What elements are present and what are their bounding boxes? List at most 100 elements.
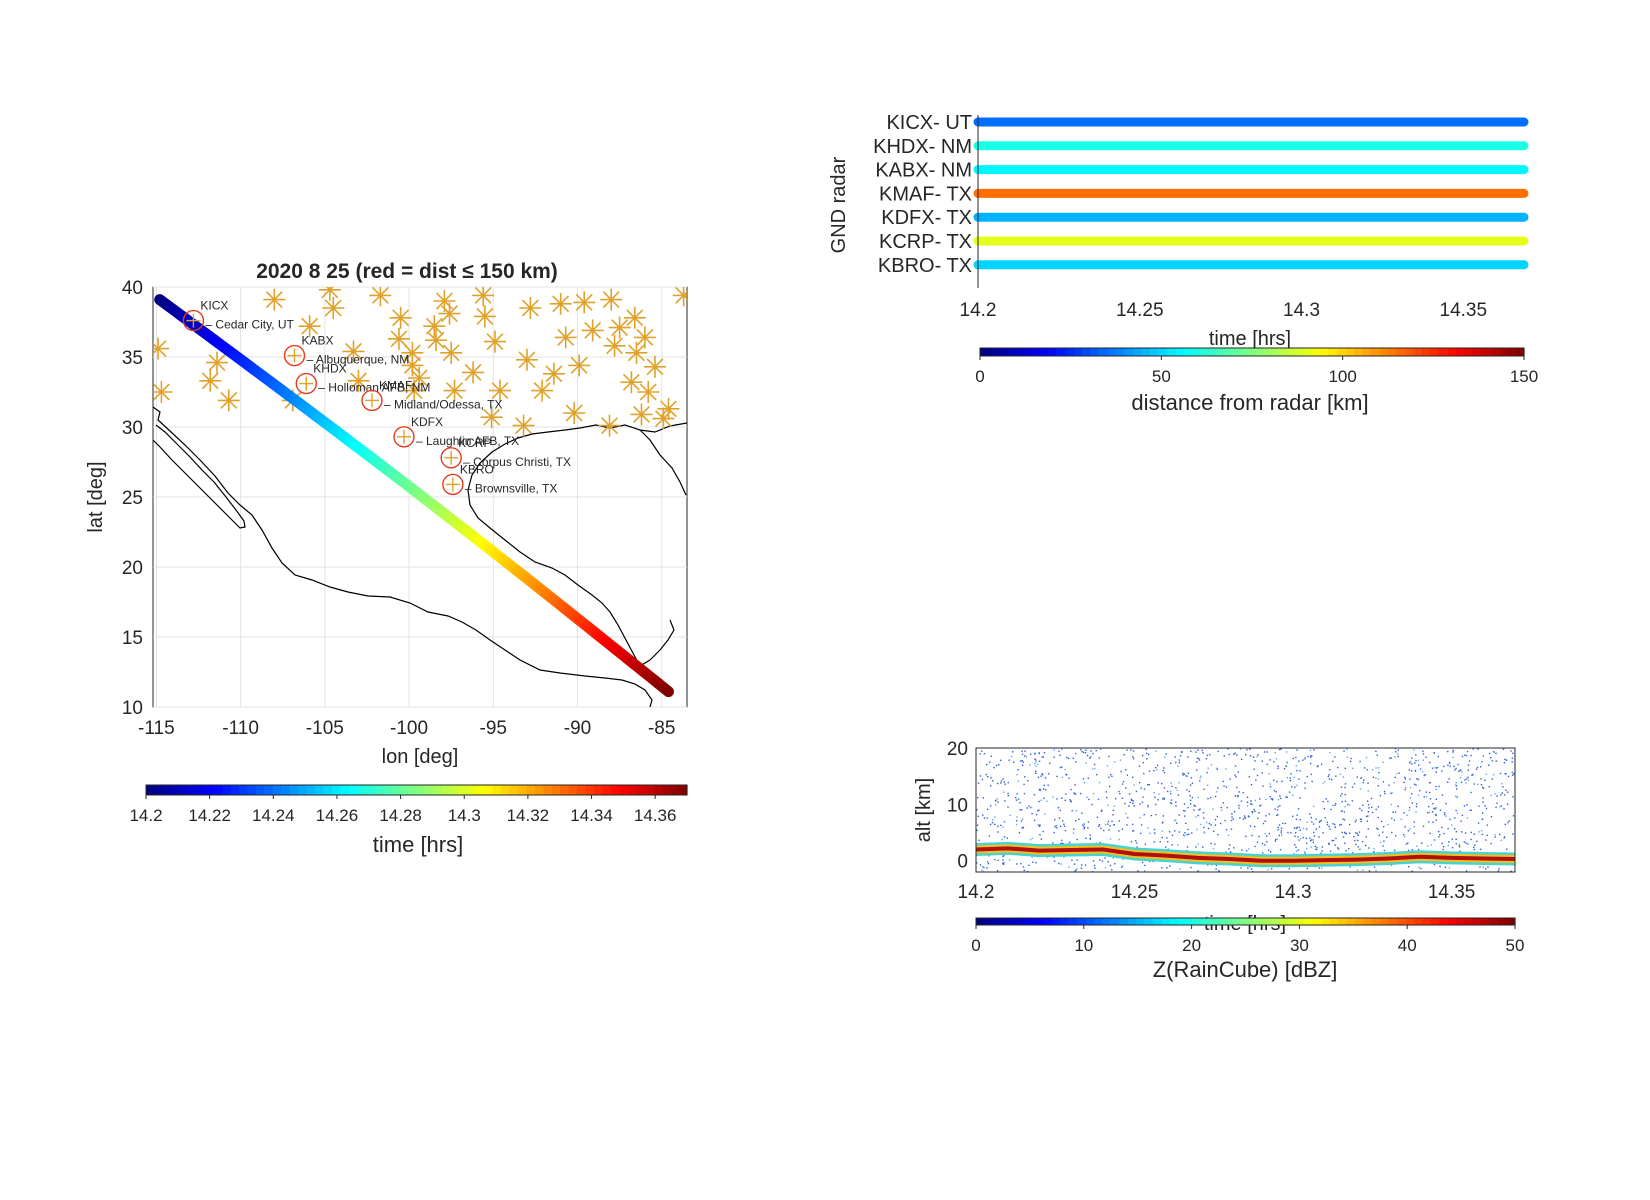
noise-dot bbox=[1264, 832, 1266, 835]
noise-dot bbox=[1249, 825, 1252, 827]
noise-dot bbox=[1447, 764, 1449, 766]
noise-dot bbox=[1503, 837, 1505, 839]
radar-range-ring bbox=[295, 372, 317, 395]
noise-dot bbox=[1400, 818, 1402, 820]
noise-dot bbox=[1382, 761, 1384, 764]
noise-dot bbox=[1177, 844, 1179, 846]
noise-dot bbox=[1407, 830, 1410, 832]
noise-dot bbox=[1432, 802, 1434, 805]
noise-dot bbox=[1030, 806, 1033, 809]
noise-dot bbox=[1512, 815, 1515, 817]
noise-dot bbox=[1058, 862, 1060, 865]
noise-dot bbox=[988, 835, 991, 837]
raincube-colorbar-cell bbox=[1262, 918, 1272, 925]
noise-dot bbox=[1271, 798, 1274, 800]
gnd-radar-lines bbox=[973, 117, 1529, 270]
noise-dot bbox=[1481, 760, 1483, 763]
noise-dot bbox=[1499, 833, 1501, 836]
selected-radar-kmaf: KMAF– Midland/Odessa, TX bbox=[361, 378, 503, 411]
noise-dot bbox=[1257, 754, 1259, 756]
noise-dot bbox=[1334, 826, 1336, 828]
gulf-coast bbox=[467, 462, 641, 667]
noise-dot bbox=[1349, 866, 1351, 868]
gnd-colorbar-cell bbox=[1150, 348, 1160, 356]
noise-dot bbox=[1378, 834, 1380, 837]
noise-dot bbox=[1280, 748, 1282, 750]
noise-dot bbox=[1486, 834, 1489, 837]
noise-dot bbox=[1029, 806, 1032, 809]
noise-dot bbox=[1359, 788, 1362, 790]
selected-radar-kicx: KICX– Cedar City, UT bbox=[182, 299, 295, 332]
noise-dot bbox=[1334, 804, 1336, 807]
noise-dot bbox=[1325, 798, 1327, 800]
raincube-colorbar-cell bbox=[1161, 918, 1171, 925]
noise-dot bbox=[1143, 813, 1145, 816]
noise-dot bbox=[1506, 848, 1508, 850]
gnd-colorbar-cell bbox=[1498, 348, 1508, 356]
noise-dot bbox=[1510, 870, 1512, 872]
noise-dot bbox=[1313, 805, 1315, 808]
noise-dot bbox=[1212, 847, 1215, 850]
noise-dot bbox=[1320, 852, 1322, 855]
noise-dot bbox=[1007, 795, 1009, 797]
noise-dot bbox=[1430, 844, 1432, 846]
other-radar-marker bbox=[263, 288, 286, 311]
noise-dot bbox=[1455, 784, 1457, 786]
noise-dot bbox=[1064, 769, 1066, 771]
noise-dot bbox=[1159, 841, 1161, 843]
noise-dot bbox=[1240, 800, 1243, 802]
noise-dot bbox=[1026, 807, 1028, 809]
noise-dot bbox=[1373, 848, 1375, 850]
other-radar-marker bbox=[515, 348, 538, 371]
noise-dot bbox=[1229, 844, 1231, 846]
gnd-colorbar-cell bbox=[1337, 348, 1347, 356]
noise-dot bbox=[1372, 769, 1374, 771]
noise-dot bbox=[1443, 765, 1445, 768]
noise-dot bbox=[1392, 811, 1394, 814]
noise-dot bbox=[1059, 766, 1062, 769]
noise-dot bbox=[1146, 752, 1148, 755]
noise-dot bbox=[1345, 850, 1347, 852]
noise-dot bbox=[983, 817, 986, 819]
noise-dot bbox=[1413, 832, 1415, 835]
noise-dot bbox=[1153, 832, 1156, 834]
noise-dot bbox=[1098, 757, 1101, 759]
noise-dot bbox=[986, 867, 988, 869]
noise-dot bbox=[1268, 849, 1270, 851]
noise-dot bbox=[1044, 813, 1046, 815]
noise-dot bbox=[1415, 811, 1417, 813]
noise-dot bbox=[1114, 863, 1116, 865]
map-colorbar-cell bbox=[568, 785, 578, 795]
noise-dot bbox=[1461, 771, 1463, 773]
noise-dot bbox=[1280, 832, 1283, 834]
gnd-colorbar-cell bbox=[1099, 348, 1109, 356]
noise-dot bbox=[1109, 864, 1112, 867]
noise-dot bbox=[1252, 811, 1254, 814]
asterisk-stroke bbox=[476, 307, 494, 325]
noise-dot bbox=[1234, 752, 1236, 754]
noise-dot bbox=[1148, 860, 1151, 863]
noise-dot bbox=[1161, 867, 1163, 869]
noise-dot bbox=[1125, 769, 1127, 771]
map-colorbar-tick-label: 14.2 bbox=[129, 806, 162, 825]
noise-dot bbox=[1451, 838, 1453, 840]
noise-dot bbox=[1061, 797, 1063, 799]
noise-dot bbox=[1043, 788, 1045, 790]
raincube-colorbar-cell bbox=[1245, 918, 1255, 925]
noise-dot bbox=[1253, 825, 1256, 828]
noise-dot bbox=[1240, 758, 1243, 760]
noise-dot bbox=[1225, 851, 1227, 853]
raincube-colorbar-cell bbox=[1447, 918, 1457, 925]
noise-dot bbox=[1467, 769, 1469, 771]
noise-dot bbox=[1256, 755, 1258, 758]
noise-dot bbox=[1016, 816, 1018, 818]
noise-dot bbox=[1373, 851, 1375, 853]
asterisk-stroke bbox=[675, 290, 687, 304]
noise-dot bbox=[1499, 806, 1501, 808]
gnd-colorbar-frame bbox=[979, 347, 1525, 357]
noise-dot bbox=[1309, 762, 1312, 765]
asterisk-stroke bbox=[321, 287, 334, 299]
noise-dot bbox=[1070, 800, 1072, 802]
noise-dot bbox=[1162, 769, 1164, 772]
